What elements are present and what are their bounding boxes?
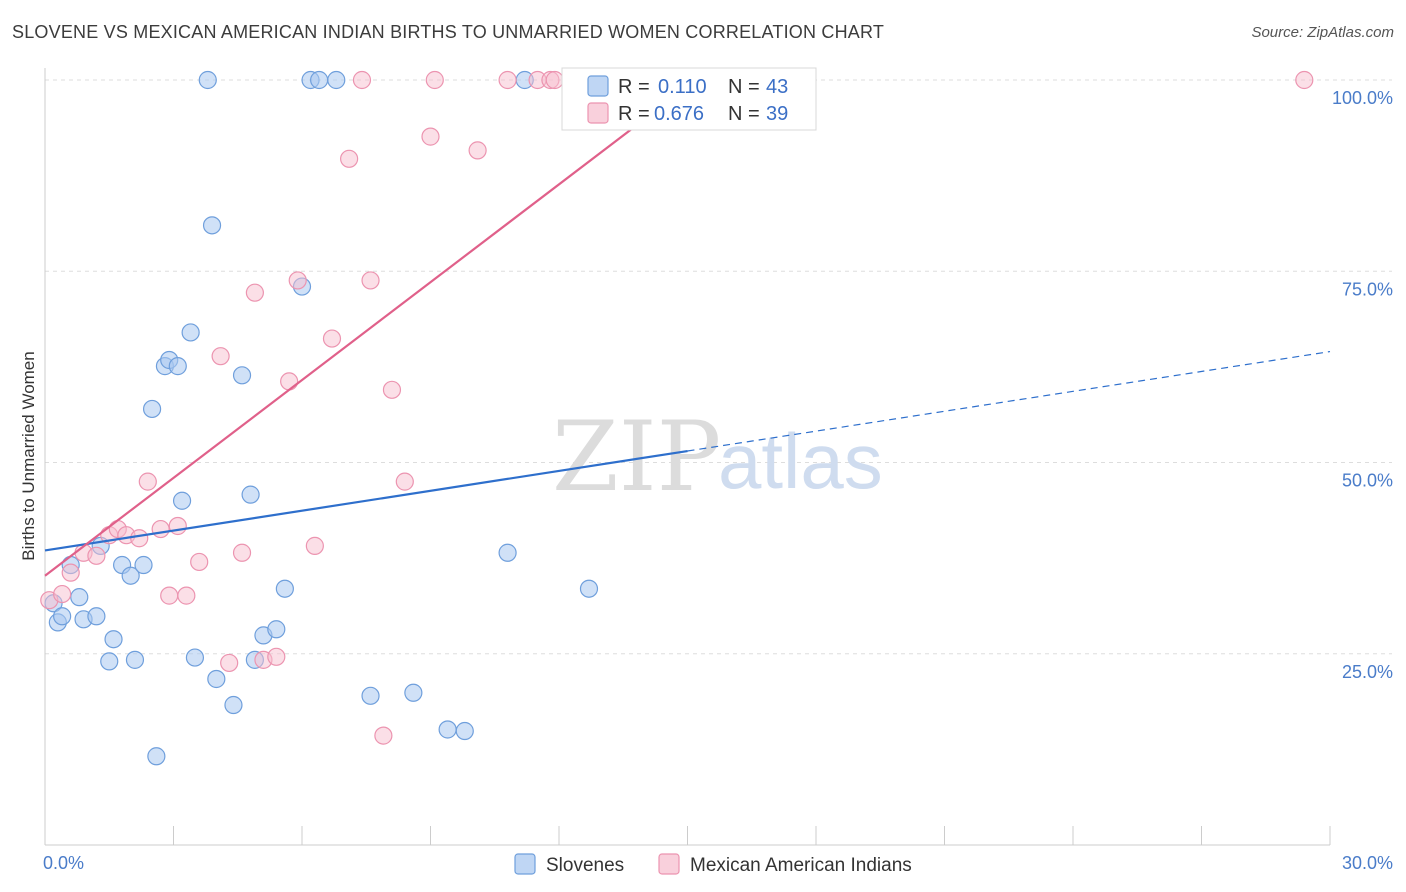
trend-line-slovenes — [44, 449, 688, 552]
data-point-slovenes — [142, 399, 162, 419]
y-tick-label: 75.0% — [1342, 279, 1393, 299]
data-point-mexican — [61, 563, 80, 582]
data-point-mexican — [267, 647, 286, 666]
data-point-mexican — [374, 726, 393, 745]
data-point-mexican — [1295, 70, 1314, 90]
data-point-slovenes — [147, 747, 166, 766]
legend-n-value-mexican: 39 — [766, 103, 788, 125]
data-point-mexican — [160, 586, 179, 605]
data-point-mexican — [190, 552, 209, 572]
bottom-legend-swatch-mexican — [658, 853, 680, 875]
data-point-slovenes — [361, 686, 380, 705]
legend-swatch-mexican — [587, 102, 609, 124]
data-point-slovenes — [579, 579, 599, 598]
legend-n-label-slovenes: N = — [728, 76, 760, 98]
data-point-mexican — [280, 372, 299, 391]
data-point-slovenes — [202, 216, 222, 235]
data-point-slovenes — [134, 555, 153, 575]
data-point-mexican — [322, 329, 342, 348]
data-point-mexican — [138, 472, 157, 491]
legend-r-value-mexican: 0.676 — [654, 103, 704, 125]
data-point-slovenes — [121, 566, 140, 585]
axes: 25.0% 50.0% 75.0% 100.0% 0.0% 30.0% — [43, 68, 1393, 873]
data-point-slovenes — [224, 695, 243, 715]
data-point-slovenes — [181, 323, 200, 342]
data-point-slovenes — [125, 650, 145, 669]
legend: R = 0.110 N = 43 R = 0.676 N = 39 — [561, 67, 817, 131]
chart-title: SLOVENE VS MEXICAN AMERICAN INDIAN BIRTH… — [12, 22, 885, 42]
trend-line-slovenes-extrapolated — [687, 350, 1331, 452]
data-point-mexican — [211, 347, 230, 366]
gridlines — [45, 79, 1392, 655]
x-tick-label: 30.0% — [1342, 853, 1393, 873]
watermark-zip: ZIP — [552, 401, 721, 513]
data-point-mexican — [232, 543, 252, 562]
data-point-slovenes — [275, 579, 294, 598]
data-point-slovenes — [455, 721, 474, 741]
data-point-slovenes — [87, 607, 106, 626]
data-point-slovenes — [327, 70, 346, 90]
source-label: Source: ZipAtlas.com — [1251, 24, 1394, 41]
data-point-mexican — [288, 271, 307, 290]
data-point-slovenes — [172, 491, 192, 510]
series-slovenes-points — [44, 70, 599, 766]
data-point-slovenes — [498, 543, 517, 562]
data-point-slovenes — [438, 720, 457, 739]
data-point-mexican — [425, 70, 444, 90]
legend-r-label-slovenes: R = — [618, 76, 650, 98]
legend-n-value-slovenes: 43 — [766, 76, 788, 98]
y-axis-label: Births to Unmarried Women — [19, 351, 38, 560]
data-point-mexican — [130, 529, 149, 548]
data-point-mexican — [177, 586, 196, 605]
data-point-mexican — [361, 271, 380, 290]
x-tick-label: 0.0% — [43, 853, 84, 873]
data-point-mexican — [468, 141, 487, 160]
trend-line-mexican — [44, 79, 697, 577]
bottom-legend-label-slovenes: Slovenes — [546, 855, 624, 876]
data-point-mexican — [87, 546, 106, 565]
data-point-mexican — [382, 380, 402, 399]
data-point-mexican — [220, 653, 239, 673]
data-point-mexican — [395, 472, 414, 491]
data-point-slovenes — [53, 607, 72, 626]
data-point-mexican — [352, 70, 372, 90]
data-point-slovenes — [70, 588, 89, 607]
data-point-slovenes — [100, 652, 119, 671]
data-point-mexican — [421, 127, 440, 146]
y-tick-label: 50.0% — [1342, 471, 1393, 491]
trend-lines — [44, 79, 1331, 577]
watermark-atlas: atlas — [718, 417, 883, 505]
data-point-slovenes — [404, 683, 423, 702]
legend-swatch-slovenes — [587, 75, 609, 97]
data-point-mexican — [53, 584, 72, 604]
bottom-legend: Slovenes Mexican American Indians — [514, 853, 912, 876]
legend-r-label-mexican: R = — [618, 103, 650, 125]
legend-n-label-mexican: N = — [728, 103, 760, 125]
data-point-mexican — [245, 283, 264, 302]
data-point-slovenes — [267, 620, 286, 639]
data-point-slovenes — [168, 357, 187, 376]
data-point-slovenes — [185, 648, 205, 667]
data-point-slovenes — [104, 630, 123, 649]
legend-r-value-slovenes: 0.110 — [658, 76, 707, 98]
data-point-mexican — [305, 536, 324, 555]
data-point-slovenes — [232, 366, 252, 385]
data-point-slovenes — [198, 70, 217, 90]
series-mexican-points — [40, 70, 1314, 745]
data-point-mexican — [498, 70, 517, 90]
bottom-legend-swatch-slovenes — [514, 853, 536, 875]
data-point-slovenes — [207, 669, 226, 689]
data-point-slovenes — [241, 485, 260, 504]
data-point-slovenes — [310, 70, 329, 90]
y-tick-label: 100.0% — [1332, 88, 1393, 108]
data-point-mexican — [545, 70, 564, 90]
data-point-mexican — [340, 149, 359, 168]
y-tick-label: 25.0% — [1342, 662, 1393, 682]
bottom-legend-label-mexican: Mexican American Indians — [690, 855, 912, 876]
watermark: ZIP atlas — [552, 401, 883, 513]
data-point-mexican — [151, 519, 170, 539]
